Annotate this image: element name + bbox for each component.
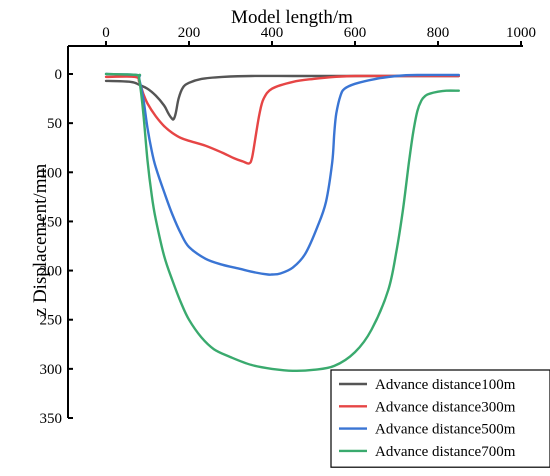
series-line-3 — [104, 72, 460, 276]
y-tick-label-50: 50 — [47, 116, 62, 132]
series-line-4 — [104, 72, 460, 373]
legend-label-1: Advance distance100m — [375, 377, 516, 393]
series-line-1 — [104, 74, 460, 121]
series-line-2 — [104, 74, 460, 165]
legend-label-3: Advance distance500m — [375, 422, 516, 438]
x-tick-label-600: 600 — [344, 25, 367, 41]
x-tick-label-800: 800 — [427, 25, 450, 41]
x-tick-label-0: 0 — [102, 25, 110, 41]
legend-box — [330, 369, 550, 468]
x-tick-label-200: 200 — [178, 25, 201, 41]
legend-label-2: Advance distance300m — [375, 399, 516, 415]
y-tick-label-350: 350 — [40, 411, 63, 427]
y-tick-label-300: 300 — [40, 362, 63, 378]
y-tick-label-150: 150 — [40, 214, 63, 230]
legend-label-4: Advance distance700m — [375, 444, 516, 460]
x-tick-label-1000: 1000 — [506, 25, 536, 41]
legend: Advance distance100m Advance distance300m… — [330, 369, 550, 468]
y-tick-label-250: 250 — [40, 313, 63, 329]
x-axis-ticks: 0 200 400 600 800 1000 — [102, 25, 536, 46]
x-tick-label-400: 400 — [261, 25, 284, 41]
y-tick-label-200: 200 — [40, 264, 63, 280]
y-tick-label-100: 100 — [40, 165, 63, 181]
series-lines — [104, 72, 460, 373]
y-axis-title: z Displacement/mm — [30, 164, 51, 317]
y-axis-ticks: 0 50 100 150 200 250 300 350 — [40, 67, 73, 427]
plot-axes — [67, 45, 523, 418]
y-tick-label-0: 0 — [55, 67, 63, 83]
x-axis-title: Model length/m — [231, 7, 353, 28]
